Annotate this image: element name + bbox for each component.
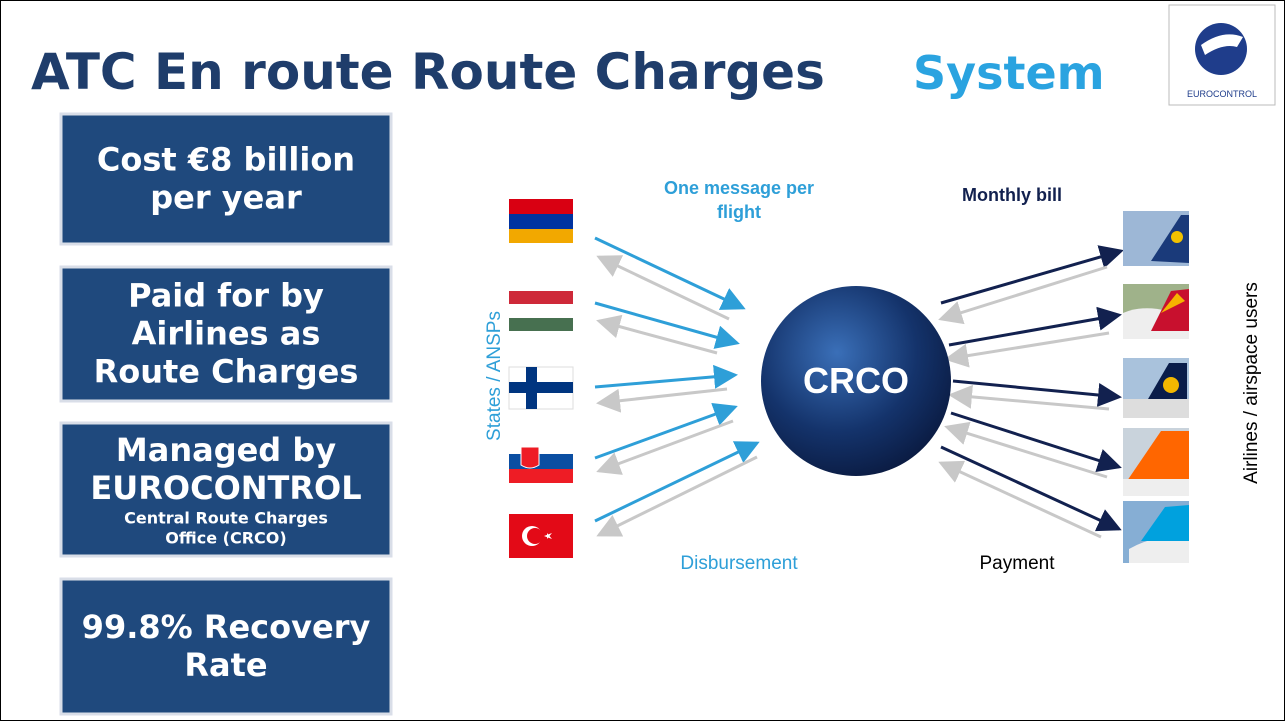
airline-images (1123, 211, 1189, 563)
payment-label: Payment (980, 553, 1056, 574)
box-subtext: Central Route Charges (124, 509, 328, 528)
bill-label: Monthly bill (962, 185, 1062, 205)
box-text: Rate (184, 646, 267, 684)
slide: ATC En route Route Charges System EUROCO… (0, 0, 1285, 721)
box-text: Cost €8 billion (97, 141, 355, 179)
title: ATC En route Route Charges (31, 43, 825, 101)
disbursement-label: Disbursement (680, 553, 798, 574)
box-text: 99.8% Recovery (82, 608, 371, 646)
box-text: per year (150, 179, 302, 217)
message-line: flight (717, 202, 761, 222)
title-highlight: System (913, 46, 1105, 100)
airlines-label: Airlines / airspace users (1241, 282, 1262, 484)
logo: EUROCONTROL (1169, 5, 1275, 105)
canvas: ATC En route Route Charges System EUROCO… (1, 1, 1284, 720)
message-line: One message per (664, 178, 814, 198)
logo-text: EUROCONTROL (1187, 89, 1257, 99)
box-text: Paid for by (128, 277, 324, 315)
box-subtext: Office (CRCO) (165, 529, 286, 548)
message-label: One message per flight (664, 178, 814, 222)
box-text: Managed by (116, 431, 336, 469)
box-text: Airlines as (132, 315, 321, 353)
center-label: CRCO (803, 360, 909, 401)
states-label: States / ANSPs (484, 311, 505, 441)
box-text: EUROCONTROL (90, 469, 361, 507)
flags (509, 199, 573, 558)
box-text: Route Charges (94, 353, 359, 391)
